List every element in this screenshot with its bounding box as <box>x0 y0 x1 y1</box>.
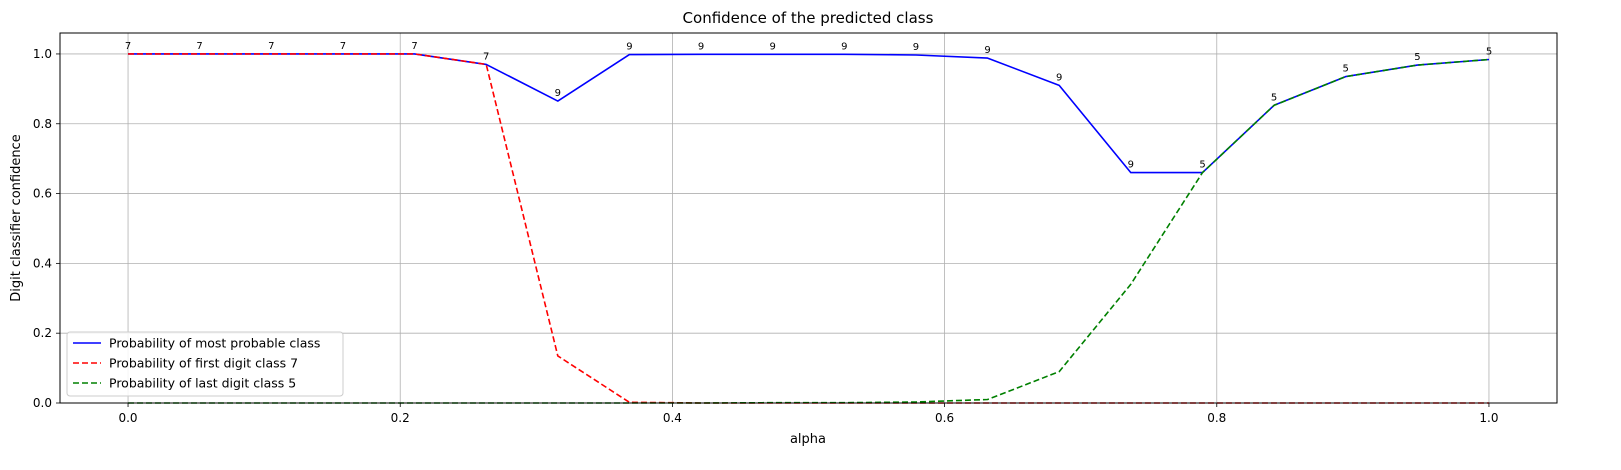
point-label: 7 <box>196 41 202 52</box>
x-tick-label: 0.8 <box>1207 411 1226 425</box>
plot-frame <box>59 32 1558 404</box>
point-labels: 7 7 7 7 7 7 9 9 9 9 9 9 9 9 9 5 5 5 5 5 <box>125 41 1492 171</box>
y-tick-label: 0.4 <box>33 256 52 270</box>
point-label: 9 <box>698 41 704 52</box>
point-label: 5 <box>1486 47 1492 58</box>
chart-title: Confidence of the predicted class <box>683 9 934 27</box>
point-label: 7 <box>411 41 417 52</box>
x-tick-label: 0.4 <box>663 411 682 425</box>
point-label: 7 <box>483 51 489 62</box>
point-label: 9 <box>770 41 776 52</box>
y-axis-label: Digit classifier confidence <box>9 134 24 301</box>
point-label: 9 <box>555 88 561 99</box>
x-tick-label: 0.2 <box>391 411 410 425</box>
legend-entry: Probability of most probable class <box>109 336 320 351</box>
legend: Probability of most probable class Probab… <box>66 331 344 397</box>
point-label: 5 <box>1414 52 1420 63</box>
point-label: 7 <box>340 41 346 52</box>
y-tick-label: 0.6 <box>33 187 52 201</box>
x-tick-label: 1.0 <box>1479 411 1498 425</box>
legend-box <box>66 331 344 397</box>
legend-entry: Probability of first digit class 7 <box>109 356 298 371</box>
point-label: 5 <box>1271 92 1277 103</box>
point-label: 7 <box>268 41 274 52</box>
x-tick-label: 0.0 <box>118 411 137 425</box>
point-label: 9 <box>1056 72 1062 83</box>
point-label: 9 <box>626 42 632 53</box>
y-tick-label: 0.0 <box>33 396 52 410</box>
series-line-1 <box>128 53 1490 174</box>
x-axis-label: alpha <box>790 432 826 447</box>
point-label: 9 <box>841 41 847 52</box>
y-tick-label: 0.8 <box>33 117 52 131</box>
x-tick-label: 0.6 <box>935 411 954 425</box>
y-tick-label: 0.2 <box>33 326 52 340</box>
point-label: 7 <box>125 41 131 52</box>
axis-ticks: 0.0 0.2 0.4 0.6 0.8 1.0 0.0 0.2 0.4 0.6 0.8 1.0 <box>33 47 1499 425</box>
y-tick-label: 1.0 <box>33 47 52 61</box>
point-label: 9 <box>913 42 919 53</box>
legend-entry: Probability of last digit class 5 <box>109 376 296 391</box>
point-label: 5 <box>1343 64 1349 75</box>
point-label: 9 <box>984 45 990 56</box>
point-label: 5 <box>1199 160 1205 171</box>
point-label: 9 <box>1128 160 1134 171</box>
